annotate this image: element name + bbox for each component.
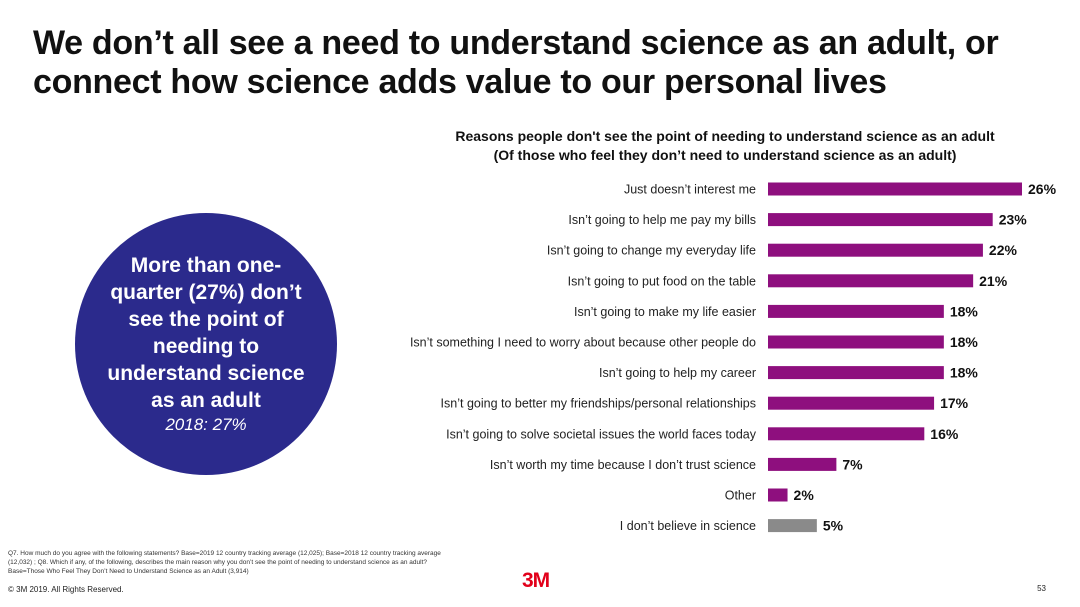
bar — [768, 519, 817, 533]
value-label: 18% — [950, 365, 979, 381]
value-label: 18% — [950, 303, 979, 319]
value-label: 26% — [1028, 181, 1057, 197]
value-label: 22% — [989, 242, 1018, 258]
value-label: 18% — [950, 334, 979, 350]
bar — [768, 366, 944, 380]
bar — [768, 182, 1022, 196]
bar — [768, 243, 983, 257]
slide-headline: We don’t all see a need to understand sc… — [33, 24, 999, 101]
category-label: Isn’t going to better my friendships/per… — [441, 397, 756, 411]
bar — [768, 304, 944, 318]
value-label: 7% — [842, 456, 863, 472]
bar — [768, 427, 925, 441]
chart-title-block: Reasons people don't see the point of ne… — [410, 127, 1040, 165]
value-label: 2% — [794, 487, 815, 503]
category-label: Isn’t going to put food on the table — [568, 274, 756, 288]
bar — [768, 457, 837, 471]
category-label: Isn’t going to help me pay my bills — [568, 213, 756, 227]
category-label: Isn’t something I need to worry about be… — [410, 336, 756, 350]
value-label: 21% — [979, 273, 1008, 289]
category-label: Isn’t going to make my life easier — [574, 305, 756, 319]
value-label: 5% — [823, 518, 844, 534]
value-label: 17% — [940, 395, 969, 411]
bar — [768, 335, 944, 349]
category-label: Isn’t worth my time because I don’t trus… — [490, 458, 756, 472]
category-label: Other — [725, 489, 756, 503]
footnote: Q7. How much do you agree with the follo… — [8, 550, 441, 575]
value-label: 16% — [930, 426, 959, 442]
callout-text: More than one-quarter (27%) don’t see th… — [107, 254, 305, 412]
3m-logo: 3M — [522, 569, 550, 592]
category-label: I don’t believe in science — [620, 519, 756, 533]
callout-subtext: 2018: 27% — [165, 415, 247, 434]
chart-title: Reasons people don't see the point of ne… — [455, 128, 995, 144]
page-number: 53 — [1037, 584, 1046, 593]
bar — [768, 396, 935, 410]
category-label: Isn’t going to solve societal issues the… — [446, 427, 757, 441]
chart-subtitle: (Of those who feel they don’t need to un… — [493, 147, 957, 163]
category-label: Just doesn’t interest me — [624, 183, 756, 197]
callout-circle: More than one-quarter (27%) don’t see th… — [75, 213, 337, 475]
value-label: 23% — [999, 212, 1028, 228]
copyright: © 3M 2019. All Rights Reserved. — [8, 585, 124, 594]
category-label: Isn’t going to help my career — [599, 366, 756, 380]
bar — [768, 488, 788, 502]
bar — [768, 213, 993, 227]
bar — [768, 274, 974, 288]
category-label: Isn’t going to change my everyday life — [547, 244, 756, 258]
